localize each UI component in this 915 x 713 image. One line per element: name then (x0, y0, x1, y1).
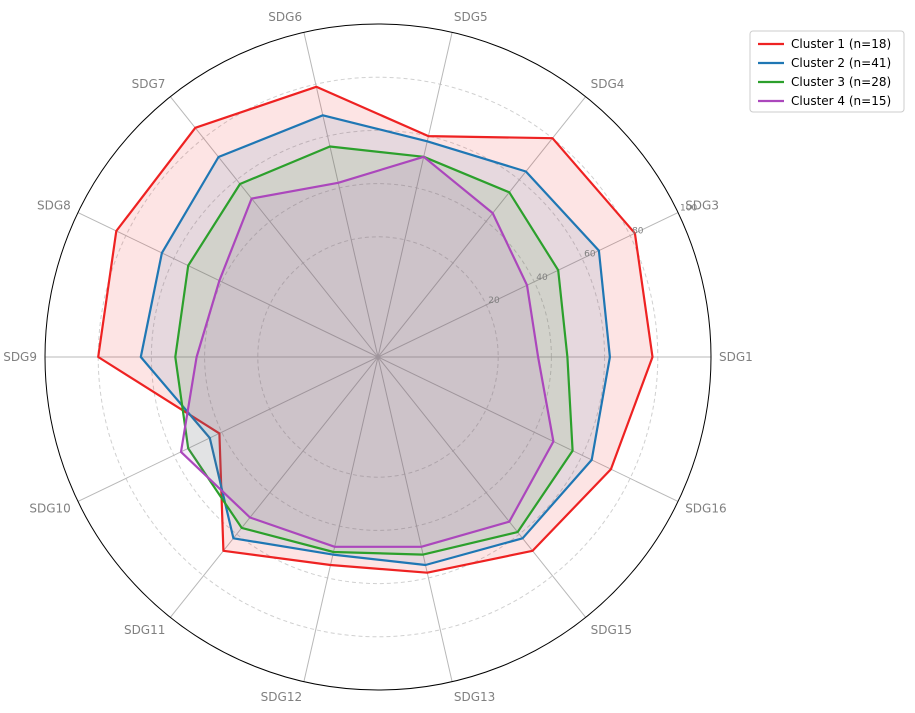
category-label: SDG13 (454, 690, 495, 704)
grid-spoke (77, 356, 379, 502)
radial-tick-label: 20 (488, 296, 500, 306)
category-label: SDG11 (124, 623, 165, 637)
series-3-polygon (174, 145, 574, 556)
category-label: SDG10 (29, 501, 70, 515)
outer-circle (44, 23, 712, 691)
radial-tick-label: 40 (536, 273, 548, 283)
category-label: SDG7 (132, 77, 166, 91)
category-label: SDG4 (591, 77, 625, 91)
series-4-polygon (179, 155, 555, 548)
grid-spoke (303, 356, 379, 682)
radar-series (97, 85, 654, 574)
category-label: SDG16 (685, 501, 726, 515)
category-label: SDG15 (591, 623, 632, 637)
category-label: SDG6 (268, 10, 302, 24)
series-2-polygon (139, 114, 612, 567)
grid-spoke (377, 212, 679, 358)
grid-spoke (377, 356, 587, 618)
category-label: SDG9 (3, 350, 37, 364)
category-label: SDG5 (454, 10, 488, 24)
radial-tick-label: 60 (584, 250, 596, 260)
radar-grid (44, 23, 712, 691)
category-label: SDG1 (719, 350, 753, 364)
legend-label: Cluster 1 (n=18) (791, 37, 891, 51)
grid-spoke (169, 96, 379, 358)
radial-tick-label: 80 (632, 227, 644, 237)
series-1-polygon (97, 85, 654, 574)
grid-spoke (377, 356, 679, 502)
category-label: SDG12 (261, 690, 302, 704)
legend: Cluster 1 (n=18) Cluster 2 (n=41) Cluster … (749, 30, 905, 113)
legend-label: Cluster 4 (n=15) (791, 94, 891, 108)
grid-spoke (169, 356, 379, 618)
grid-spoke (77, 212, 379, 358)
radial-tick-label: 100 (680, 204, 697, 214)
legend-label: Cluster 2 (n=41) (791, 56, 891, 70)
legend-label: Cluster 3 (n=28) (791, 75, 891, 89)
category-label: SDG3 (685, 199, 719, 213)
grid-spoke (377, 96, 587, 358)
radar-labels: 20 40 60 80 100 SDG1 SDG3 SDG4 SDG5 SDG6 SDG7 SDG8 S… (3, 10, 753, 704)
category-label: SDG8 (37, 199, 71, 213)
grid-spoke (377, 32, 453, 358)
legend-box (749, 30, 905, 113)
grid-spoke (377, 356, 453, 682)
